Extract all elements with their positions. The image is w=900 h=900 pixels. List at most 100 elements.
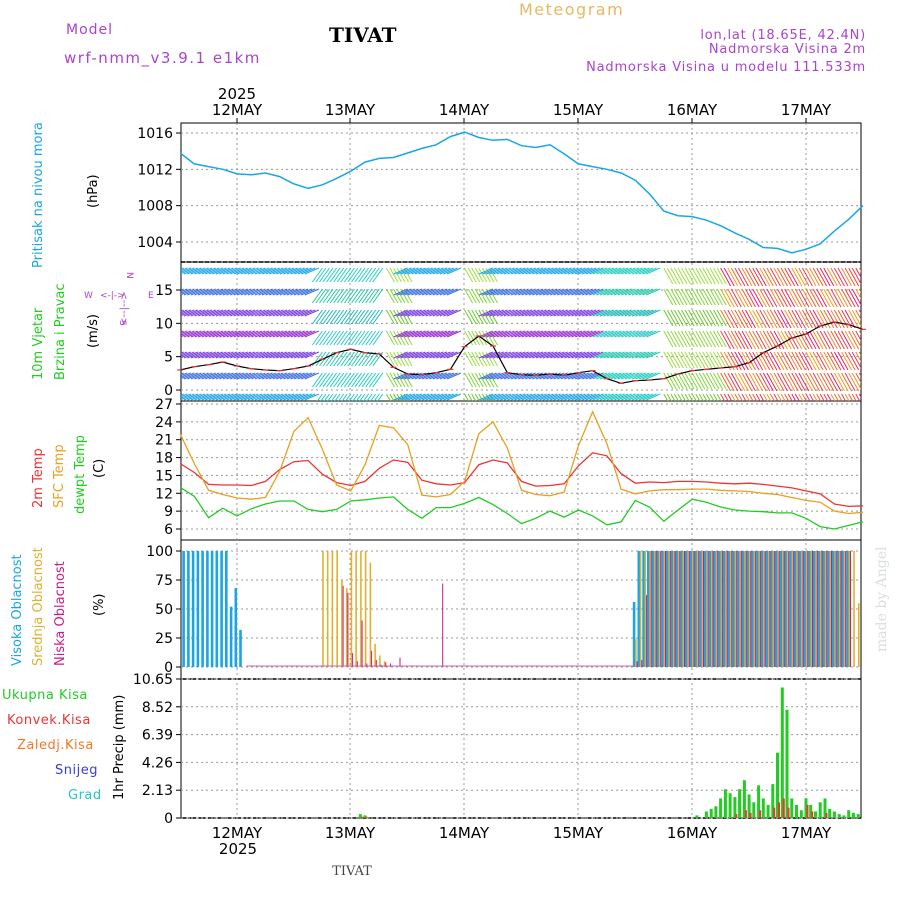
wind-barb — [443, 288, 458, 296]
wind-barb — [486, 267, 501, 275]
wind-barb — [755, 330, 767, 350]
wind-barb — [621, 288, 636, 296]
wind-name-label-1: 10m Vjetar — [31, 307, 46, 380]
precip-conv-bar — [811, 811, 814, 818]
wind-barb — [304, 288, 319, 296]
wind-barb — [358, 372, 370, 388]
wind-barb — [293, 330, 309, 338]
wind-barb — [784, 372, 796, 392]
wind-barb — [323, 393, 330, 401]
wind-barb — [716, 351, 727, 369]
wind-barb — [396, 372, 406, 388]
wind-barb — [286, 309, 302, 317]
wind-barb — [269, 351, 284, 359]
wind-barb — [301, 330, 316, 338]
wind-barb — [518, 267, 533, 275]
cloud-mid-bar — [720, 551, 723, 667]
wind-barb — [603, 309, 618, 317]
wind-barb — [261, 309, 277, 317]
wind-barb — [197, 351, 213, 359]
wind-barb — [226, 330, 241, 338]
wind-barb — [578, 288, 593, 296]
wind-barb — [730, 393, 736, 401]
wind-barb — [794, 309, 806, 329]
cloud-low-bar — [726, 551, 728, 667]
wind-barb — [730, 330, 742, 350]
wind-barb — [574, 351, 590, 359]
cloud-high-bar — [779, 551, 783, 667]
wind-barb — [439, 372, 455, 380]
wind-barb — [716, 372, 727, 390]
wind-barb — [290, 330, 305, 338]
wind-barb — [574, 393, 590, 401]
wind-barb — [304, 351, 319, 359]
wind-barb — [436, 330, 451, 338]
wind-barb — [354, 288, 366, 304]
wind-barb — [247, 372, 263, 380]
cloud-mid-bar — [644, 551, 647, 667]
wind-barb — [539, 351, 554, 359]
wind-barb — [542, 351, 558, 359]
cloud-low-bar — [655, 551, 657, 667]
wind-barb — [201, 288, 216, 296]
wind-barb — [326, 372, 338, 388]
wind-barb — [589, 330, 604, 338]
wind-barb — [297, 372, 312, 380]
wind-barb — [780, 267, 792, 287]
wind-barb — [368, 330, 380, 346]
cloud-mid-bar — [782, 551, 784, 667]
wind-barb — [347, 372, 359, 388]
wind-barb — [190, 309, 206, 317]
precip-total-bar — [799, 810, 803, 818]
wind-barb — [365, 267, 377, 283]
cloud-high-bar — [732, 551, 735, 667]
wind-barb — [571, 393, 586, 401]
wind-barb — [254, 267, 270, 275]
wind-barb — [646, 309, 661, 317]
wind-barb — [532, 330, 547, 338]
wind-barb — [809, 372, 821, 392]
cloud-high-bar — [694, 551, 697, 667]
wind-barb — [261, 351, 277, 359]
wind-barb — [503, 267, 519, 275]
wind-barb — [546, 372, 561, 380]
wind-barb — [183, 330, 199, 338]
wind-barb — [372, 309, 384, 325]
wind-barb — [858, 351, 861, 357]
wind-barb — [429, 330, 444, 338]
wind-barb — [646, 351, 661, 359]
wind-barb — [418, 309, 433, 317]
wind-barb — [478, 288, 494, 296]
wind-barb — [510, 267, 526, 275]
wind-barb — [684, 309, 695, 327]
wind-barb — [673, 288, 684, 306]
precip-total-bar — [818, 802, 822, 818]
wind-barb — [684, 330, 695, 348]
wind-barb — [365, 309, 377, 325]
wind-barb — [805, 288, 817, 308]
wind-barb — [798, 309, 810, 329]
footer-station: TIVAT — [332, 864, 372, 879]
wind-barb — [269, 393, 284, 401]
precip-total-bar — [823, 798, 827, 818]
wind-barb — [684, 288, 695, 306]
wind-barb — [748, 309, 760, 329]
wind-barb — [327, 393, 334, 401]
cloud-mid-bar — [810, 551, 813, 667]
precip-conv-bar — [806, 804, 809, 818]
wind-barb — [567, 309, 583, 317]
cloud-low-bar — [717, 551, 719, 667]
wind-barb — [254, 372, 270, 380]
wind-barb — [525, 267, 540, 275]
wind-barb — [290, 351, 305, 359]
wind-barb — [205, 309, 220, 317]
cloud-high-bar — [699, 551, 702, 667]
wind-barb — [603, 267, 618, 275]
temp-sfc-line — [179, 410, 863, 515]
wind-barb — [361, 309, 373, 325]
wind-barb — [688, 309, 699, 327]
wind-barb — [698, 288, 709, 306]
wind-barb — [482, 267, 497, 275]
wind-barb — [805, 351, 817, 371]
wind-barb — [411, 288, 426, 296]
